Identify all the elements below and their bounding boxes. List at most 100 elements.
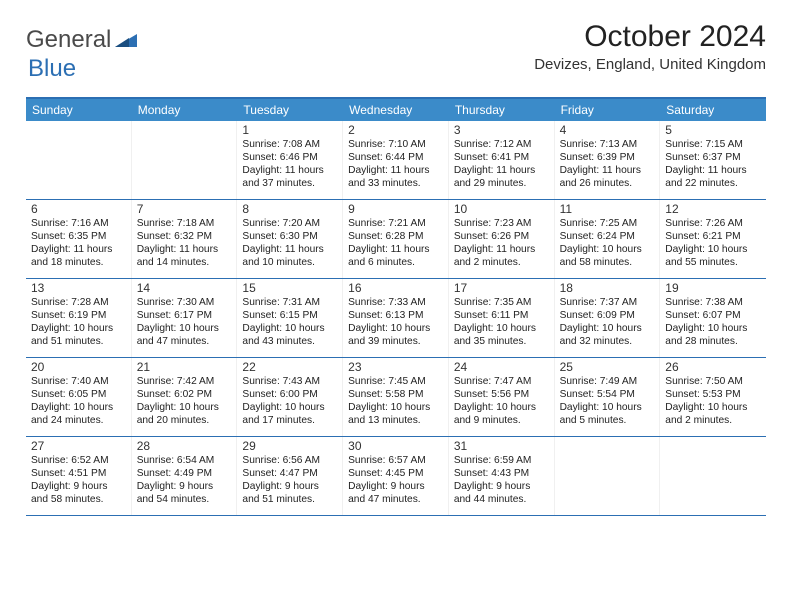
empty-cell — [555, 437, 661, 515]
day-cell: 22Sunrise: 7:43 AMSunset: 6:00 PMDayligh… — [237, 358, 343, 436]
day-header-monday: Monday — [132, 99, 238, 121]
day-number: 19 — [664, 281, 762, 295]
day-number: 28 — [136, 439, 233, 453]
week-row: 6Sunrise: 7:16 AMSunset: 6:35 PMDaylight… — [26, 200, 766, 279]
logo-word2: Blue — [28, 55, 76, 82]
day-cell: 24Sunrise: 7:47 AMSunset: 5:56 PMDayligh… — [449, 358, 555, 436]
day-cell: 10Sunrise: 7:23 AMSunset: 6:26 PMDayligh… — [449, 200, 555, 278]
day-cell: 14Sunrise: 7:30 AMSunset: 6:17 PMDayligh… — [132, 279, 238, 357]
day-info: Sunrise: 7:25 AMSunset: 6:24 PMDaylight:… — [559, 217, 656, 269]
day-number: 27 — [30, 439, 127, 453]
day-cell: 13Sunrise: 7:28 AMSunset: 6:19 PMDayligh… — [26, 279, 132, 357]
calendar: SundayMondayTuesdayWednesdayThursdayFrid… — [26, 97, 766, 516]
day-info: Sunrise: 7:26 AMSunset: 6:21 PMDaylight:… — [664, 217, 762, 269]
day-info: Sunrise: 7:21 AMSunset: 6:28 PMDaylight:… — [347, 217, 444, 269]
day-cell: 16Sunrise: 7:33 AMSunset: 6:13 PMDayligh… — [343, 279, 449, 357]
day-number: 1 — [241, 123, 338, 137]
week-row: 1Sunrise: 7:08 AMSunset: 6:46 PMDaylight… — [26, 121, 766, 200]
day-number: 5 — [664, 123, 762, 137]
day-info: Sunrise: 7:30 AMSunset: 6:17 PMDaylight:… — [136, 296, 233, 348]
month-title: October 2024 — [534, 20, 766, 54]
day-info: Sunrise: 6:52 AMSunset: 4:51 PMDaylight:… — [30, 454, 127, 506]
day-cell: 11Sunrise: 7:25 AMSunset: 6:24 PMDayligh… — [555, 200, 661, 278]
day-info: Sunrise: 7:18 AMSunset: 6:32 PMDaylight:… — [136, 217, 233, 269]
day-info: Sunrise: 7:43 AMSunset: 6:00 PMDaylight:… — [241, 375, 338, 427]
day-cell: 27Sunrise: 6:52 AMSunset: 4:51 PMDayligh… — [26, 437, 132, 515]
day-number: 6 — [30, 202, 127, 216]
day-cell: 15Sunrise: 7:31 AMSunset: 6:15 PMDayligh… — [237, 279, 343, 357]
day-cell: 17Sunrise: 7:35 AMSunset: 6:11 PMDayligh… — [449, 279, 555, 357]
day-cell: 6Sunrise: 7:16 AMSunset: 6:35 PMDaylight… — [26, 200, 132, 278]
day-number: 4 — [559, 123, 656, 137]
day-header-saturday: Saturday — [660, 99, 766, 121]
day-info: Sunrise: 7:31 AMSunset: 6:15 PMDaylight:… — [241, 296, 338, 348]
day-number: 3 — [453, 123, 550, 137]
day-info: Sunrise: 7:10 AMSunset: 6:44 PMDaylight:… — [347, 138, 444, 190]
day-info: Sunrise: 7:40 AMSunset: 6:05 PMDaylight:… — [30, 375, 127, 427]
day-number: 20 — [30, 360, 127, 374]
day-cell: 1Sunrise: 7:08 AMSunset: 6:46 PMDaylight… — [237, 121, 343, 199]
day-number: 11 — [559, 202, 656, 216]
day-number: 18 — [559, 281, 656, 295]
day-cell: 20Sunrise: 7:40 AMSunset: 6:05 PMDayligh… — [26, 358, 132, 436]
day-info: Sunrise: 7:37 AMSunset: 6:09 PMDaylight:… — [559, 296, 656, 348]
day-number: 29 — [241, 439, 338, 453]
day-info: Sunrise: 6:56 AMSunset: 4:47 PMDaylight:… — [241, 454, 338, 506]
day-number: 17 — [453, 281, 550, 295]
day-header-thursday: Thursday — [449, 99, 555, 121]
logo-triangle-icon — [115, 26, 137, 54]
day-info: Sunrise: 6:54 AMSunset: 4:49 PMDaylight:… — [136, 454, 233, 506]
day-info: Sunrise: 7:13 AMSunset: 6:39 PMDaylight:… — [559, 138, 656, 190]
day-cell: 29Sunrise: 6:56 AMSunset: 4:47 PMDayligh… — [237, 437, 343, 515]
day-cell: 19Sunrise: 7:38 AMSunset: 6:07 PMDayligh… — [660, 279, 766, 357]
day-info: Sunrise: 7:33 AMSunset: 6:13 PMDaylight:… — [347, 296, 444, 348]
day-header-friday: Friday — [555, 99, 661, 121]
day-number: 16 — [347, 281, 444, 295]
day-cell: 31Sunrise: 6:59 AMSunset: 4:43 PMDayligh… — [449, 437, 555, 515]
day-cell: 18Sunrise: 7:37 AMSunset: 6:09 PMDayligh… — [555, 279, 661, 357]
day-number: 12 — [664, 202, 762, 216]
day-header-wednesday: Wednesday — [343, 99, 449, 121]
day-number: 31 — [453, 439, 550, 453]
day-cell: 21Sunrise: 7:42 AMSunset: 6:02 PMDayligh… — [132, 358, 238, 436]
day-number: 26 — [664, 360, 762, 374]
day-number: 2 — [347, 123, 444, 137]
day-cell: 25Sunrise: 7:49 AMSunset: 5:54 PMDayligh… — [555, 358, 661, 436]
day-number: 21 — [136, 360, 233, 374]
day-cell: 26Sunrise: 7:50 AMSunset: 5:53 PMDayligh… — [660, 358, 766, 436]
day-number: 25 — [559, 360, 656, 374]
day-number: 7 — [136, 202, 233, 216]
day-cell: 8Sunrise: 7:20 AMSunset: 6:30 PMDaylight… — [237, 200, 343, 278]
day-number: 22 — [241, 360, 338, 374]
week-row: 20Sunrise: 7:40 AMSunset: 6:05 PMDayligh… — [26, 358, 766, 437]
day-info: Sunrise: 6:59 AMSunset: 4:43 PMDaylight:… — [453, 454, 550, 506]
day-cell: 28Sunrise: 6:54 AMSunset: 4:49 PMDayligh… — [132, 437, 238, 515]
day-number: 23 — [347, 360, 444, 374]
day-info: Sunrise: 7:47 AMSunset: 5:56 PMDaylight:… — [453, 375, 550, 427]
day-cell: 5Sunrise: 7:15 AMSunset: 6:37 PMDaylight… — [660, 121, 766, 199]
day-header-tuesday: Tuesday — [237, 99, 343, 121]
day-number: 30 — [347, 439, 444, 453]
day-cell: 23Sunrise: 7:45 AMSunset: 5:58 PMDayligh… — [343, 358, 449, 436]
day-info: Sunrise: 7:08 AMSunset: 6:46 PMDaylight:… — [241, 138, 338, 190]
day-number: 10 — [453, 202, 550, 216]
day-info: Sunrise: 7:28 AMSunset: 6:19 PMDaylight:… — [30, 296, 127, 348]
day-info: Sunrise: 7:15 AMSunset: 6:37 PMDaylight:… — [664, 138, 762, 190]
day-number: 13 — [30, 281, 127, 295]
logo-word1: General — [26, 26, 111, 54]
day-info: Sunrise: 7:35 AMSunset: 6:11 PMDaylight:… — [453, 296, 550, 348]
day-cell: 4Sunrise: 7:13 AMSunset: 6:39 PMDaylight… — [555, 121, 661, 199]
empty-cell — [26, 121, 132, 199]
day-info: Sunrise: 7:12 AMSunset: 6:41 PMDaylight:… — [453, 138, 550, 190]
day-info: Sunrise: 6:57 AMSunset: 4:45 PMDaylight:… — [347, 454, 444, 506]
day-info: Sunrise: 7:45 AMSunset: 5:58 PMDaylight:… — [347, 375, 444, 427]
day-number: 15 — [241, 281, 338, 295]
day-info: Sunrise: 7:42 AMSunset: 6:02 PMDaylight:… — [136, 375, 233, 427]
day-header-sunday: Sunday — [26, 99, 132, 121]
week-row: 13Sunrise: 7:28 AMSunset: 6:19 PMDayligh… — [26, 279, 766, 358]
day-number: 14 — [136, 281, 233, 295]
day-info: Sunrise: 7:49 AMSunset: 5:54 PMDaylight:… — [559, 375, 656, 427]
day-info: Sunrise: 7:50 AMSunset: 5:53 PMDaylight:… — [664, 375, 762, 427]
day-info: Sunrise: 7:20 AMSunset: 6:30 PMDaylight:… — [241, 217, 338, 269]
day-header-row: SundayMondayTuesdayWednesdayThursdayFrid… — [26, 99, 766, 121]
